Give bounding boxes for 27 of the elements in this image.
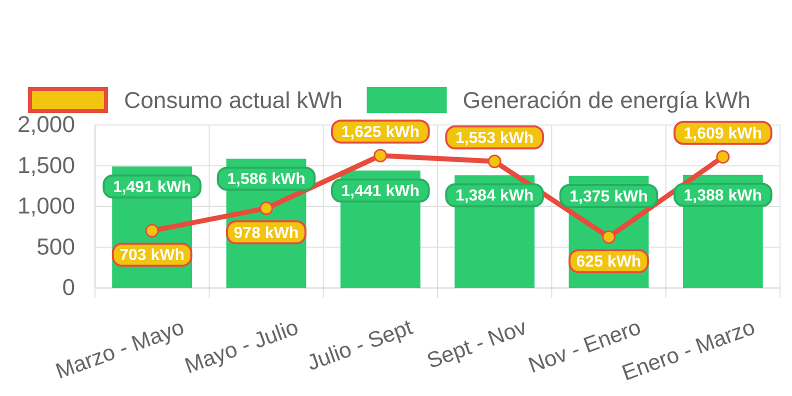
data-label: 1,625 kWh (341, 124, 420, 142)
y-tick-label: 1,500 (17, 152, 75, 178)
legend-label: Consumo actual kWh (124, 87, 343, 113)
legend-label: Generación de energía kWh (462, 87, 750, 113)
data-label: 1,609 kWh (684, 125, 762, 142)
point (374, 148, 388, 162)
data-label: 1,491 kWh (112, 178, 192, 196)
point (602, 230, 616, 244)
data-label: 1,388 kWh (684, 187, 762, 204)
point (260, 202, 273, 216)
y-tick-label: 0 (62, 274, 75, 300)
data-label: 1,441 kWh (341, 183, 420, 200)
data-label: 1,375 kWh (570, 188, 648, 206)
x-tick-label: Sept - Nov (424, 314, 530, 374)
y-tick-label: 1,000 (17, 192, 75, 218)
x-tick-label: Julio - Sept (304, 314, 416, 376)
point (488, 154, 502, 168)
data-label: 1,384 kWh (455, 188, 534, 205)
y-tick-label: 2,000 (17, 111, 75, 137)
data-label: 1,586 kWh (227, 171, 306, 188)
point (716, 150, 730, 164)
data-label: 703 kWh (120, 247, 185, 264)
data-label: 625 kWh (576, 254, 642, 271)
y-tick-label: 500 (36, 233, 75, 260)
data-label: 1,553 kWh (455, 130, 534, 147)
data-label: 978 kWh (234, 224, 299, 242)
point (145, 224, 159, 238)
